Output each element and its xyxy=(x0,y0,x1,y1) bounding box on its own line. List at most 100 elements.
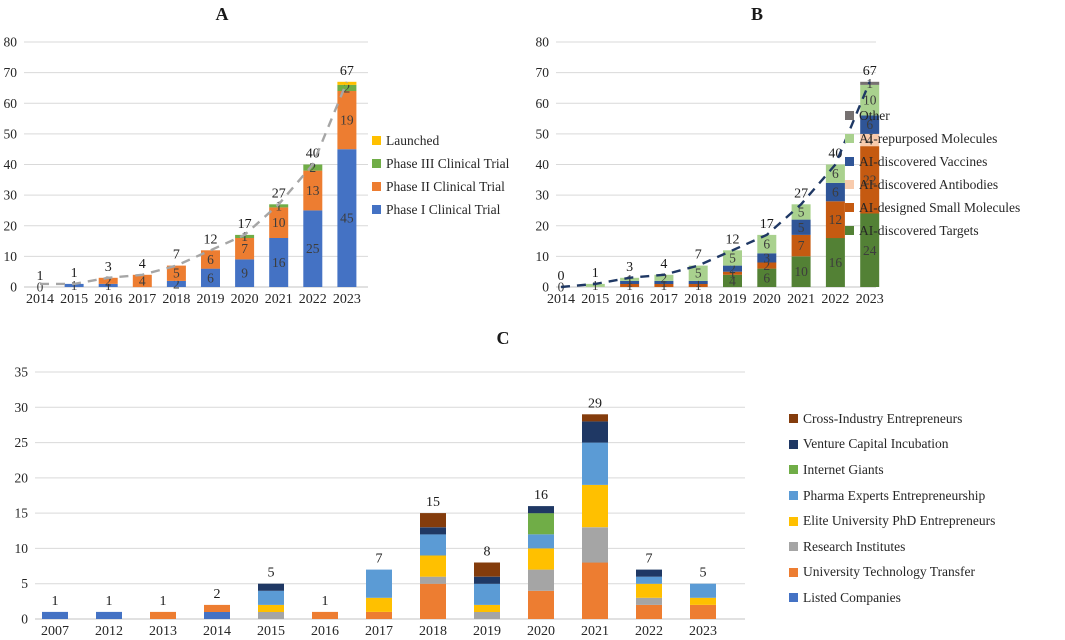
chart-c-legend: Cross-Industry Entrepreneurs Venture Capi… xyxy=(789,406,995,611)
x-axis-tick-label: 2020 xyxy=(527,624,555,639)
x-axis-tick-label: 2021 xyxy=(581,624,609,639)
bar-segment xyxy=(825,238,845,287)
legend-label: Cross-Industry Entrepreneurs xyxy=(803,410,963,426)
x-axis-tick-label: 2022 xyxy=(299,292,327,307)
bar-total-label: 5 xyxy=(268,566,275,581)
bar-segment xyxy=(825,182,845,202)
bar-segment xyxy=(690,597,716,605)
bar-segment xyxy=(860,146,880,214)
x-axis-tick-label: 2014 xyxy=(26,292,54,307)
x-axis-tick-label: 2012 xyxy=(95,624,123,639)
bar-segment xyxy=(690,583,716,598)
bar-segment xyxy=(258,611,284,619)
x-axis-tick-label: 2013 xyxy=(149,624,177,639)
bar-segment xyxy=(474,604,500,612)
bar-total-label: 29 xyxy=(588,396,602,411)
bar-segment xyxy=(582,527,608,563)
bar-segment xyxy=(757,253,777,263)
x-axis-tick-label: 2019 xyxy=(197,292,225,307)
legend-color-icon xyxy=(789,593,798,603)
bar-segment xyxy=(860,133,880,147)
segment-value-label: 24 xyxy=(863,243,877,258)
chart-b-plot: 0102030405060708000201411201511132016112… xyxy=(536,35,884,308)
legend-item: AI-designed Small Molecules xyxy=(845,196,1020,219)
bar-segment xyxy=(303,210,323,287)
legend-item: AI-discovered Antibodies xyxy=(845,173,1020,196)
segment-value-label: 2 xyxy=(763,258,770,273)
bar-segment xyxy=(636,604,662,619)
legend-item: Phase II Clinical Trial xyxy=(372,175,509,198)
legend-item: Pharma Experts Entrepreneurship xyxy=(789,483,995,509)
x-axis-tick-label: 2015 xyxy=(257,624,285,639)
segment-value-label: 6 xyxy=(763,237,770,252)
segment-value-label: 1 xyxy=(695,278,702,293)
bar-segment xyxy=(201,250,220,269)
segment-value-label: 2 xyxy=(729,261,736,276)
segment-value-label: 9 xyxy=(241,266,248,281)
bar-segment xyxy=(269,238,289,287)
bar-segment xyxy=(860,115,880,134)
bar-segment xyxy=(474,562,500,577)
bar-total-label: 67 xyxy=(340,64,354,79)
x-axis-tick-label: 2015 xyxy=(60,292,88,307)
bar-total-label: 1 xyxy=(52,594,59,609)
bar-segment xyxy=(723,274,742,288)
x-axis-tick-label: 2016 xyxy=(616,292,644,307)
bar-total-label: 17 xyxy=(238,217,252,232)
segment-value-label: 2 xyxy=(105,273,112,288)
y-axis-tick-label: 20 xyxy=(4,218,18,233)
bar-segment xyxy=(366,611,392,619)
bar-total-label: 2 xyxy=(214,587,221,602)
y-axis-tick-label: 30 xyxy=(4,188,18,203)
bar-segment xyxy=(204,604,230,612)
bar-total-label: 12 xyxy=(204,232,218,247)
bar-segment xyxy=(312,611,338,619)
bar-segment xyxy=(636,583,662,598)
bar-total-label: 67 xyxy=(863,64,877,79)
legend-color-icon xyxy=(789,465,798,475)
bar-total-label: 12 xyxy=(726,232,740,247)
bar-segment xyxy=(420,576,446,584)
trendline xyxy=(560,81,871,289)
y-axis-tick-label: 60 xyxy=(536,96,550,111)
legend-item: Venture Capital Incubation xyxy=(789,432,995,458)
chart-a-legend: Launched Phase III Clinical Trial Phase II… xyxy=(372,129,509,221)
bar-segment xyxy=(96,611,122,619)
bar-segment xyxy=(636,576,662,584)
segment-value-label: 2 xyxy=(309,160,316,175)
bar-segment xyxy=(474,576,500,584)
x-axis-tick-label: 2014 xyxy=(547,292,575,307)
segment-value-label: 1 xyxy=(241,229,248,244)
y-axis-tick-label: 40 xyxy=(536,157,550,172)
bar-segment xyxy=(723,271,742,275)
segment-value-label: 5 xyxy=(729,250,736,265)
segment-value-label: 5 xyxy=(798,220,805,235)
bar-segment xyxy=(654,283,674,287)
segment-value-label: 6 xyxy=(763,270,770,285)
legend-item: AI-repurposed Molecules xyxy=(845,127,1020,150)
segment-value-label: 5 xyxy=(173,266,180,281)
bar-segment xyxy=(582,421,608,443)
x-axis-tick-label: 2020 xyxy=(231,292,259,307)
bar-segment xyxy=(757,234,777,254)
bar-segment xyxy=(528,548,554,570)
bar-segment xyxy=(166,265,186,281)
segment-value-label: 1 xyxy=(695,275,702,290)
y-axis-tick-label: 50 xyxy=(4,126,18,141)
segment-value-label: 1 xyxy=(105,278,112,293)
bar-segment xyxy=(474,611,500,619)
x-axis-tick-label: 2022 xyxy=(635,624,663,639)
legend-item: Internet Giants xyxy=(789,457,995,483)
segment-value-label: 5 xyxy=(798,205,805,220)
bar-segment xyxy=(150,611,176,619)
y-axis-tick-label: 80 xyxy=(4,35,18,50)
legend-label: AI-repurposed Molecules xyxy=(859,130,998,146)
segment-value-label: 6 xyxy=(832,185,839,200)
legend-item: University Technology Transfer xyxy=(789,560,995,586)
bar-segment xyxy=(420,583,446,619)
segment-value-label: 5 xyxy=(695,266,702,281)
legend-color-icon xyxy=(789,516,798,526)
segment-value-label: 1 xyxy=(71,278,78,293)
bar-segment xyxy=(654,280,674,284)
bar-segment xyxy=(474,583,500,605)
